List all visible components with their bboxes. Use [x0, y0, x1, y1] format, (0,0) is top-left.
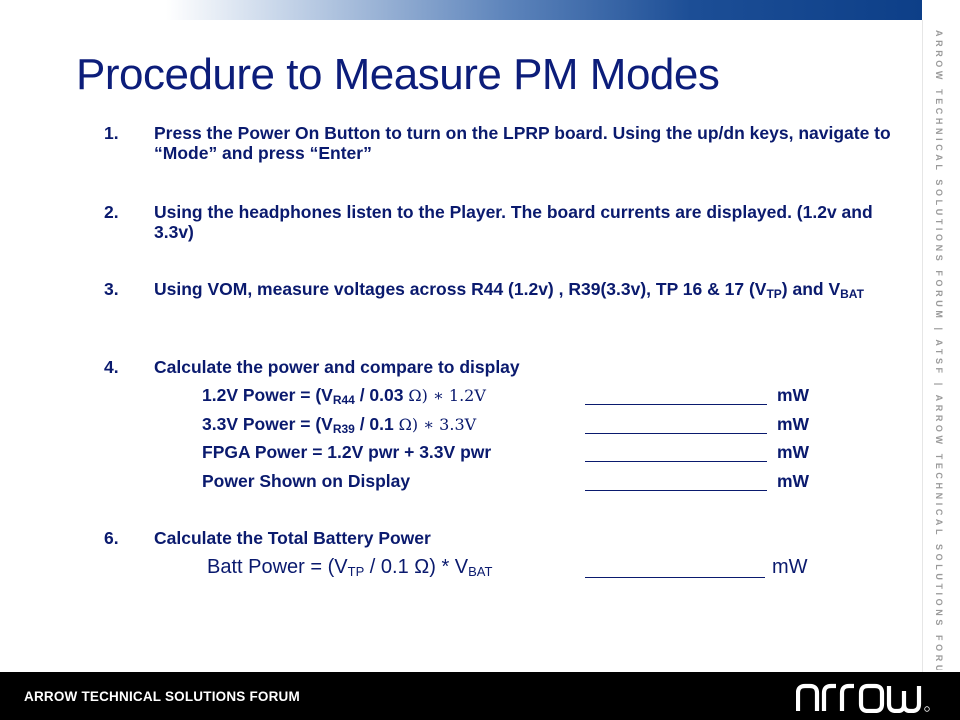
- step-number: 3.: [104, 279, 119, 299]
- answer-blank-line: [585, 490, 767, 491]
- answer-blank-line: [585, 461, 767, 462]
- step-number: 6.: [104, 528, 119, 548]
- step-number: 1.: [104, 123, 119, 143]
- batt-power-formula: Batt Power = (VTP / 0.1 Ω) * VBAT mW: [207, 556, 847, 582]
- side-divider: [922, 20, 923, 672]
- unit-label: mW: [777, 385, 810, 405]
- step-text: Press the Power On Button to turn on the…: [154, 123, 891, 163]
- slide-title: Procedure to Measure PM Modes: [76, 50, 720, 99]
- answer-blank-line: [585, 433, 767, 434]
- calc-row-3-3v: 3.3V Power = (VR39 / 0.1 Ω) ∗ 3.3V mW: [202, 414, 842, 436]
- footer-text: ARROW TECHNICAL SOLUTIONS FORUM: [24, 689, 300, 704]
- unit-label: mW: [772, 556, 808, 578]
- calc-row-1-2v: 1.2V Power = (VR44 / 0.03 Ω) ∗ 1.2V mW: [202, 385, 842, 407]
- calc-label: 3.3V Power = (VR39 / 0.1 Ω) ∗ 3.3V: [202, 414, 477, 436]
- arrow-logo: [796, 683, 930, 713]
- step-number: 2.: [104, 202, 119, 222]
- calc-row-display: Power Shown on Display mW: [202, 471, 842, 493]
- calc-label: FPGA Power = 1.2V pwr + 3.3V pwr: [202, 442, 492, 462]
- unit-label: mW: [777, 442, 810, 462]
- unit-label: mW: [777, 471, 810, 491]
- unit-label: mW: [777, 414, 810, 434]
- footer-bar: ARROW TECHNICAL SOLUTIONS FORUM: [0, 672, 960, 720]
- calc-label: 1.2V Power = (VR44 / 0.03 Ω) ∗ 1.2V: [202, 385, 486, 407]
- answer-blank-line: [585, 577, 765, 578]
- step-text: Calculate the Total Battery Power: [154, 528, 431, 548]
- step-text: Using VOM, measure voltages across R44 (…: [154, 279, 864, 301]
- calc-label: Power Shown on Display: [202, 471, 411, 491]
- answer-blank-line: [585, 404, 767, 405]
- batt-label: Batt Power = (VTP / 0.1 Ω) * VBAT: [207, 556, 493, 579]
- step-text: Using the headphones listen to the Playe…: [154, 202, 873, 242]
- step-number: 4.: [104, 357, 119, 377]
- calc-row-fpga: FPGA Power = 1.2V pwr + 3.3V pwr mW: [202, 442, 842, 464]
- side-vertical-text: ARROW TECHNICAL SOLUTIONS FORUM | ATSF |…: [934, 30, 944, 670]
- top-gradient-bar: [0, 0, 922, 20]
- step-text: Calculate the power and compare to displ…: [154, 357, 520, 377]
